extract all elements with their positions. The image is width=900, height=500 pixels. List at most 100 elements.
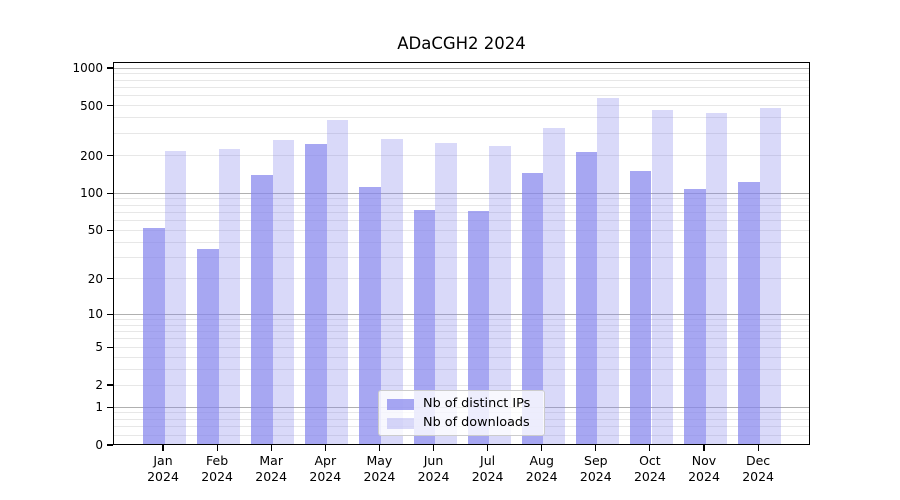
y-axis-tick <box>107 67 113 69</box>
x-tick-label: Sep 2024 <box>566 453 626 485</box>
x-axis-tick <box>270 445 272 451</box>
major-gridline <box>113 313 810 315</box>
minor-gridline <box>113 79 810 81</box>
y-axis-tick <box>107 155 113 157</box>
y-tick-label: 100 <box>80 186 103 201</box>
bar-jul-downloads <box>489 146 511 445</box>
x-axis-tick <box>324 445 326 451</box>
bar-oct-downloads <box>651 110 674 445</box>
bar-jul-distinct-ips <box>467 210 490 445</box>
minor-gridline <box>113 331 810 333</box>
x-axis-tick <box>595 445 597 451</box>
x-tick-label-year: 2024 <box>255 469 288 484</box>
minor-gridline <box>113 211 810 213</box>
minor-gridline <box>113 204 810 206</box>
x-tick-label: Apr 2024 <box>295 453 355 485</box>
minor-gridline <box>113 105 810 107</box>
y-tick-label: 20 <box>87 271 103 286</box>
bar-aug-downloads <box>543 127 565 445</box>
y-axis-tick <box>107 406 113 408</box>
bar-mar-distinct-ips <box>251 174 273 445</box>
minor-gridline <box>113 133 810 135</box>
minor-gridline <box>113 324 810 326</box>
bar-jan-downloads <box>164 150 187 445</box>
x-tick-label: May 2024 <box>349 453 409 485</box>
x-axis-tick <box>649 445 651 451</box>
minor-gridline <box>113 73 810 75</box>
y-axis-tick <box>107 444 113 446</box>
minor-gridline <box>113 368 810 370</box>
bar-sep-downloads <box>597 98 619 445</box>
minor-gridline <box>113 95 810 97</box>
x-tick-label: Mar 2024 <box>241 453 301 485</box>
bar-apr-distinct-ips <box>305 144 327 445</box>
legend-label-downloads: Nb of downloads <box>423 415 530 430</box>
y-axis-tick <box>107 229 113 232</box>
x-tick-label-year: 2024 <box>309 469 342 484</box>
minor-gridline <box>113 338 810 340</box>
y-axis-tick <box>107 278 113 280</box>
x-axis-tick <box>216 445 218 451</box>
minor-gridline <box>113 384 810 386</box>
bar-nov-downloads <box>705 113 728 445</box>
bar-mar-downloads <box>272 139 295 445</box>
minor-gridline <box>113 356 810 358</box>
x-tick-label-year: 2024 <box>742 469 774 484</box>
x-tick-label-year: 2024 <box>633 469 666 484</box>
bar-aug-distinct-ips <box>521 172 544 445</box>
y-axis-tick <box>107 192 113 194</box>
minor-gridline <box>113 198 810 200</box>
bar-may-downloads <box>381 138 403 445</box>
bar-feb-distinct-ips <box>197 249 219 445</box>
bar-jun-downloads <box>435 142 457 445</box>
bar-oct-distinct-ips <box>629 170 652 445</box>
y-axis-tick <box>107 384 113 386</box>
legend-label-distinct-ips: Nb of distinct IPs <box>423 396 531 411</box>
major-gridline <box>113 192 810 194</box>
minor-gridline <box>113 220 810 222</box>
y-tick-label: 10 <box>87 307 103 322</box>
bar-feb-downloads <box>218 148 241 445</box>
y-tick-label: 1000 <box>72 61 103 75</box>
bar-may-distinct-ips <box>359 187 381 445</box>
x-tick-label: Oct 2024 <box>620 453 680 485</box>
x-tick-label: Dec 2024 <box>728 453 788 485</box>
x-tick-label: Jan 2024 <box>133 453 193 485</box>
plot-area <box>113 62 810 445</box>
minor-gridline <box>113 86 810 88</box>
y-tick-label: 50 <box>87 223 103 238</box>
legend: Nb of distinct IPs Nb of downloads <box>378 390 545 436</box>
bar-nov-distinct-ips <box>684 189 706 445</box>
x-axis-tick <box>487 445 489 451</box>
bar-sep-distinct-ips <box>575 151 598 445</box>
bar-apr-downloads <box>326 119 349 445</box>
bar-dec-downloads <box>759 107 782 445</box>
legend-item-distinct-ips: Nb of distinct IPs <box>387 397 536 411</box>
x-tick-label-year: 2024 <box>147 469 179 484</box>
y-tick-label: 5 <box>95 340 103 355</box>
x-tick-label-year: 2024 <box>579 469 612 484</box>
legend-swatch-downloads-icon <box>387 417 414 429</box>
y-tick-label: 500 <box>80 98 103 113</box>
y-axis-tick <box>107 346 113 348</box>
chart-title: ADaCGH2 2024 <box>397 34 526 53</box>
x-tick-label-year: 2024 <box>688 469 720 484</box>
x-tick-label-year: 2024 <box>417 469 450 484</box>
x-axis-tick <box>757 445 759 451</box>
x-tick-label: Nov 2024 <box>674 453 734 485</box>
legend-swatch-distinct-ips-icon <box>387 398 414 410</box>
minor-gridline <box>113 229 810 231</box>
major-gridline <box>113 67 810 69</box>
minor-gridline <box>113 241 810 243</box>
y-tick-label: 1 <box>95 400 103 415</box>
minor-gridline <box>113 155 810 157</box>
minor-gridline <box>113 278 810 280</box>
y-axis-tick <box>107 105 113 107</box>
minor-gridline <box>113 257 810 259</box>
x-axis-tick <box>378 445 380 451</box>
y-tick-label: 2 <box>95 378 103 393</box>
bar-jan-distinct-ips <box>143 228 165 445</box>
x-tick-label-year: 2024 <box>201 469 233 484</box>
minor-gridline <box>113 318 810 320</box>
